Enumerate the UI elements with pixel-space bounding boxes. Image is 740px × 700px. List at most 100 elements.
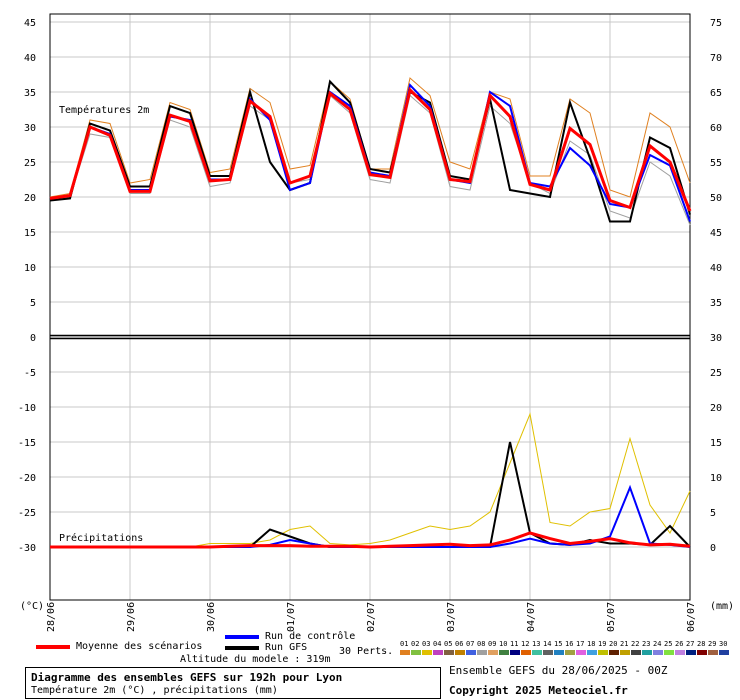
y-left-tick-label: 20 — [24, 193, 36, 204]
perturbation-legend-number: 23 — [642, 640, 651, 648]
y-right-tick-label: 0 — [710, 543, 716, 554]
y-right-tick-label: 30 — [710, 333, 722, 344]
perturbation-legend-swatch — [554, 650, 564, 655]
y-left-tick-label: 35 — [24, 88, 36, 99]
perturbation-legend-number: 25 — [664, 640, 673, 648]
y-right-tick-label: 75 — [710, 18, 722, 29]
perturbation-legend-number: 30 — [719, 640, 728, 648]
y-right-tick-label: 15 — [710, 438, 722, 449]
y-left-tick-label: 15 — [24, 228, 36, 239]
perturbation-legend-number: 27 — [686, 640, 695, 648]
perturbation-legend-number: 28 — [697, 640, 706, 648]
perturbation-legend-number: 18 — [587, 640, 596, 648]
y-right-tick-label: 35 — [710, 298, 722, 309]
perturbation-legend-number: 16 — [565, 640, 574, 648]
y-right-tick-label: 25 — [710, 368, 722, 379]
perturbation-legend-swatch — [620, 650, 630, 655]
perturbation-legend-number: 07 — [466, 640, 475, 648]
perturbation-legend-number: 06 — [455, 640, 464, 648]
y-left-tick-label: -25 — [18, 508, 36, 519]
perturbation-legend-number: 10 — [499, 640, 508, 648]
left-axis-unit: (°C) — [20, 601, 44, 612]
temp-mean-line — [49, 86, 692, 212]
perturbation-legend-number: 22 — [631, 640, 640, 648]
legend-control-swatch — [225, 634, 259, 639]
perturbation-legend-swatch — [411, 650, 421, 655]
perturbation-legend-swatch — [455, 650, 465, 655]
x-tick-label: 06/07 — [686, 602, 697, 632]
x-tick-label: 02/07 — [366, 602, 377, 632]
y-right-tick-label: 65 — [710, 88, 722, 99]
y-right-tick-label: 10 — [710, 473, 722, 484]
legend-control: Run de contrôle — [225, 631, 355, 642]
perturbation-legend-swatch — [642, 650, 652, 655]
x-tick-label: 01/07 — [286, 602, 297, 632]
plot-frame — [49, 13, 691, 601]
perturbation-legend-swatch — [543, 650, 553, 655]
perturbation-legend-swatch — [477, 650, 487, 655]
x-tick-label: 04/07 — [526, 602, 537, 632]
legend-gfs-swatch — [225, 645, 259, 650]
perturbation-legend-number: 29 — [708, 640, 717, 648]
perturbation-legend-swatch — [433, 650, 443, 655]
y-right-tick-label: 5 — [710, 508, 716, 519]
y-left-tick-label: 40 — [24, 53, 36, 64]
chart-subtitle: Température 2m (°C) , précipitations (mm… — [31, 685, 278, 696]
precipitation-section-label: Précipitations — [59, 532, 143, 544]
legend-gfs-label: Run GFS — [265, 642, 308, 653]
y-right-tick-label: 20 — [710, 403, 722, 414]
perturbation-legend-swatch — [631, 650, 641, 655]
legend-mean-label: Moyenne des scénarios — [76, 641, 203, 652]
perturbation-legend-number: 13 — [532, 640, 541, 648]
perturbation-legend-swatch — [609, 650, 619, 655]
perturbation-legend-number: 11 — [510, 640, 519, 648]
y-right-tick-label: 50 — [710, 193, 722, 204]
perturbation-legend-swatch — [444, 650, 454, 655]
x-tick-label: 03/07 — [446, 602, 457, 632]
y-left-tick-label: 5 — [30, 298, 36, 309]
y-left-tick-label: 45 — [24, 18, 36, 29]
legend-mean: Moyenne des scénarios — [36, 641, 202, 652]
perturbation-legend-number: 20 — [609, 640, 618, 648]
perturbation-legend-number: 12 — [521, 640, 530, 648]
perturbation-legend-swatch — [521, 650, 531, 655]
y-left-tick-label: 25 — [24, 158, 36, 169]
perturbation-legend-swatch — [598, 650, 608, 655]
chart-grid — [49, 14, 691, 600]
y-left-tick-label: -30 — [18, 543, 36, 554]
y-right-tick-label: 45 — [710, 228, 722, 239]
perturbation-legend-swatch — [675, 650, 685, 655]
title-box: Diagramme des ensembles GEFS sur 192h po… — [25, 667, 441, 699]
y-right-tick-label: 60 — [710, 123, 722, 134]
y-right-tick-label: 70 — [710, 53, 722, 64]
y-left-tick-label: -10 — [18, 403, 36, 414]
perturbation-legend-swatch — [587, 650, 597, 655]
perturbation-legend-number: 21 — [620, 640, 629, 648]
perturbation-legend-swatch — [488, 650, 498, 655]
perturbation-legend-number: 01 — [400, 640, 409, 648]
perturbation-legend-number: 05 — [444, 640, 453, 648]
perturbation-legend-number: 08 — [477, 640, 486, 648]
perturbation-legend-swatch — [686, 650, 696, 655]
y-left-tick-label: -15 — [18, 438, 36, 449]
y-left-tick-label: -20 — [18, 473, 36, 484]
legend-perturbations-label: 30 Perts. — [339, 646, 394, 657]
perturbation-legend-number: 24 — [653, 640, 662, 648]
y-left-tick-label: -5 — [24, 368, 36, 379]
legend-control-label: Run de contrôle — [265, 631, 356, 642]
model-altitude: Altitude du modele : 319m — [180, 654, 331, 665]
perturbation-legend-swatch — [708, 650, 718, 655]
perturbation-legend-number: 19 — [598, 640, 607, 648]
perturbation-legend-number: 15 — [554, 640, 563, 648]
perturbation-legend-number: 03 — [422, 640, 431, 648]
legend-gfs: Run GFS — [225, 642, 307, 653]
perturbation-legend-swatch — [664, 650, 674, 655]
y-right-tick-label: 55 — [710, 158, 722, 169]
perturbation-legend-number: 02 — [411, 640, 420, 648]
perturbation-legend-swatch — [532, 650, 542, 655]
perturbation-legend-swatch — [400, 650, 410, 655]
perturbation-legend-swatch — [466, 650, 476, 655]
perturbation-legend-swatch — [499, 650, 509, 655]
